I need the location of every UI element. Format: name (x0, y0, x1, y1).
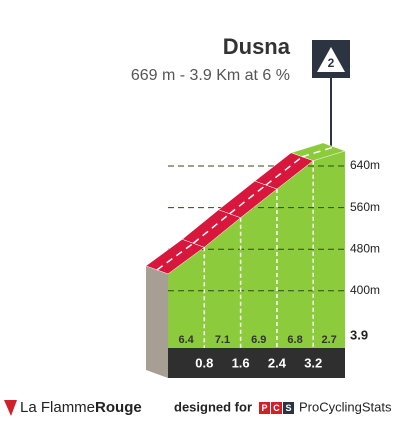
km-label: 1.6 (232, 355, 250, 370)
gradient-label: 6.8 (287, 334, 302, 346)
gradient-label: 6.9 (251, 334, 266, 346)
brand-1: La Flamme (20, 399, 95, 416)
gradient-label: 7.1 (215, 334, 230, 346)
ridge-dash (302, 146, 335, 158)
y-tick-label: 480m (350, 241, 380, 255)
flag-icon (4, 400, 17, 416)
badge-triangle (317, 47, 345, 72)
gradient-label: 2.7 (321, 334, 336, 346)
pcs-name: ProCyclingStats (299, 399, 392, 414)
pcs-letter: S (285, 403, 291, 413)
y-tick-label: 560m (350, 200, 380, 214)
y-tick-label: 400m (350, 283, 380, 297)
km-label: 0.8 (195, 355, 213, 370)
base-band (168, 348, 345, 378)
footer: La FlammeRouge designed for P C S ProCyc… (4, 399, 392, 416)
ridge-dash (156, 242, 194, 271)
y-tick-label: 640m (350, 158, 380, 172)
category-label: 2 (328, 56, 335, 70)
ridge-dash (229, 184, 267, 215)
pcs-box (283, 402, 294, 414)
pcs-letter: P (261, 403, 267, 413)
pcs-box (259, 402, 270, 414)
chart-subtitle: 669 m - 3.9 Km at 6 % (131, 67, 290, 84)
chart-title: Dusna (223, 34, 291, 59)
front-face (168, 150, 345, 348)
side-face (146, 265, 168, 378)
designed-for: designed for (174, 399, 252, 414)
km-label: 2.4 (268, 355, 287, 370)
brand: La FlammeRouge (20, 399, 142, 416)
km-label: 3.2 (304, 355, 322, 370)
ridge-dash (265, 156, 303, 186)
km-label: 3.9 (350, 327, 368, 342)
ridge-dash (192, 213, 231, 244)
brand-2: Rouge (95, 399, 142, 416)
pcs-box (271, 402, 282, 414)
gradient-label: 6.4 (179, 334, 195, 346)
pcs-letter: C (273, 403, 280, 413)
